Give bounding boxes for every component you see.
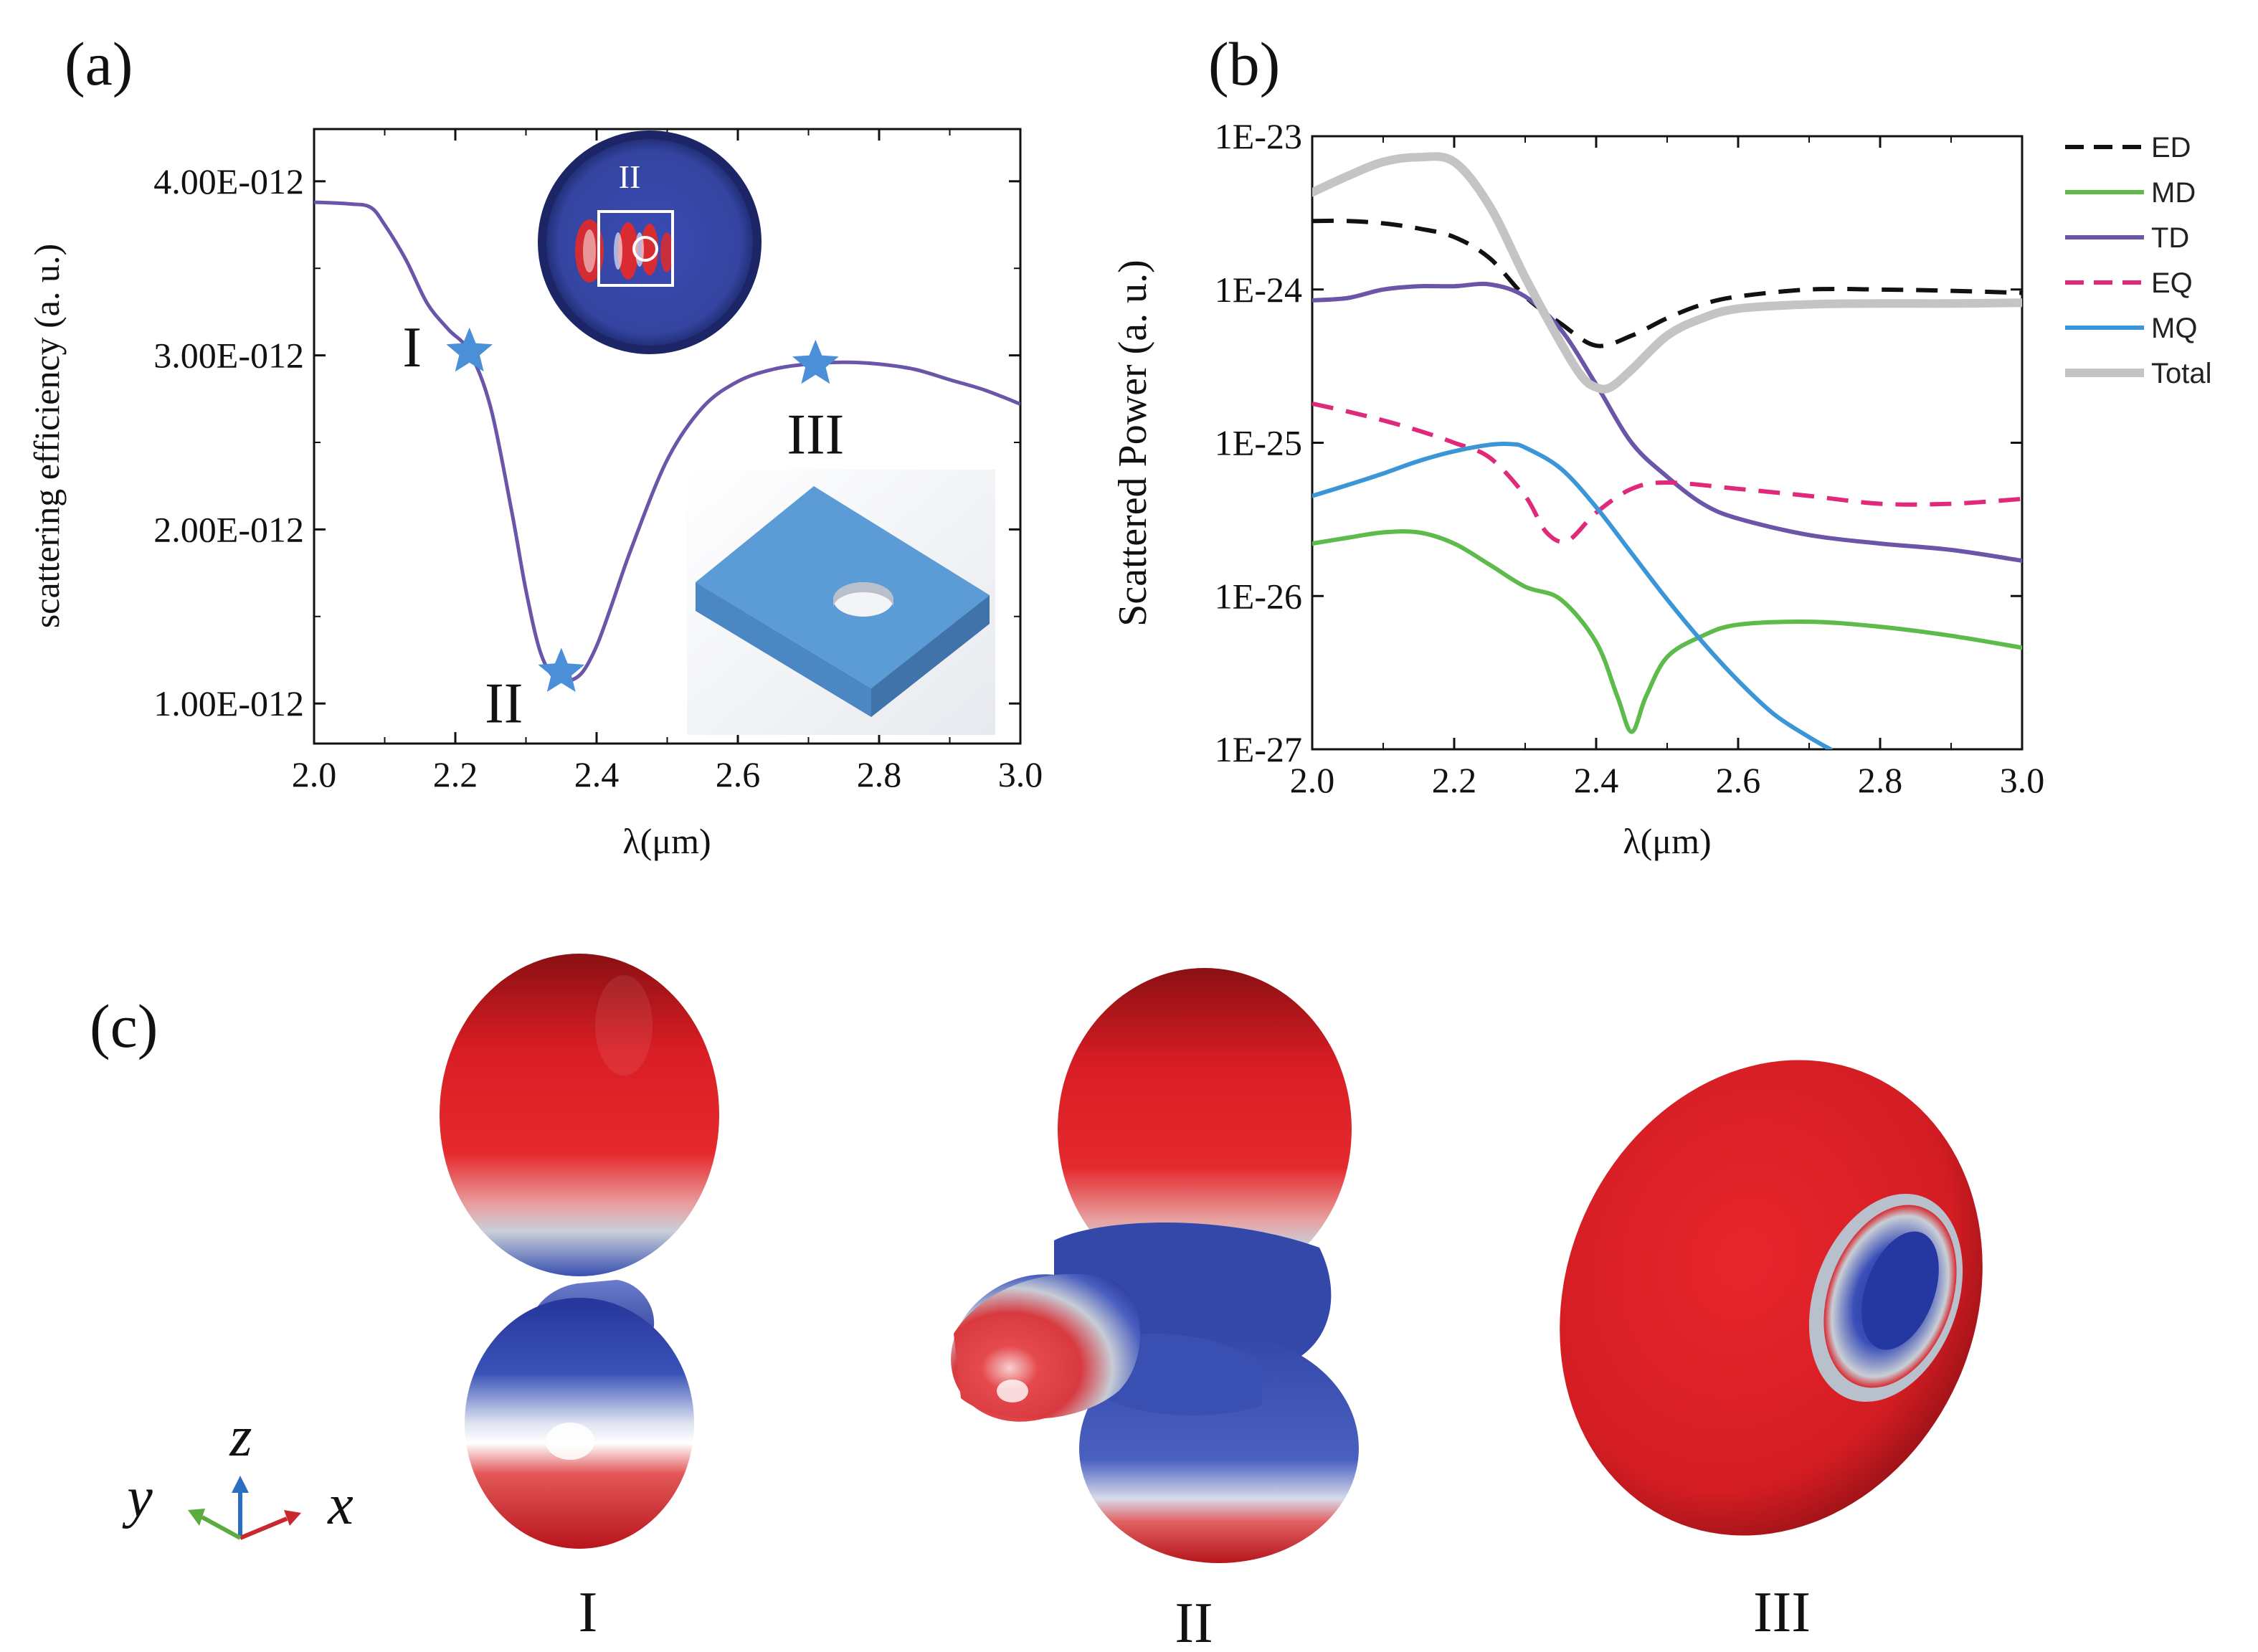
panel-c-letter: (c): [90, 992, 158, 1060]
marker-star-III: [792, 339, 839, 384]
b-xtick-label: 2.0: [1290, 760, 1335, 800]
radiation-pattern-I: [440, 954, 719, 1549]
series-eq: [1312, 401, 2022, 544]
a-xtick-label: 3.0: [998, 754, 1043, 794]
marker-label-III: III: [787, 404, 844, 467]
panel-c: (c): [90, 954, 1983, 1652]
inset-slab: [687, 470, 995, 735]
pattern-I-upper-lobe: [440, 954, 719, 1276]
inset-hotspots: [575, 219, 673, 283]
panel-a-x-title: λ(μm): [622, 821, 711, 861]
b-ytick-label: 1E-26: [1215, 576, 1302, 616]
a-xtick-label: 2.4: [574, 754, 620, 794]
marker-label-II: II: [485, 672, 523, 735]
a-xtick-label: 2.0: [292, 754, 337, 794]
inset-label: II: [619, 158, 641, 195]
radiation-pattern-II: [951, 968, 1359, 1563]
panel-a-letter: (a): [65, 29, 133, 98]
pattern-I-lower-lobe: [465, 1298, 694, 1549]
a-xtick-label: 2.2: [433, 754, 478, 794]
pattern-III-torus: [1560, 1060, 1983, 1536]
panel-b-y-ticks: 1E-27 1E-26 1E-25 1E-24 1E-23: [1215, 116, 2022, 769]
slab-front-face: [696, 582, 871, 717]
inset-field-map: II: [538, 130, 762, 354]
b-xtick-label: 2.6: [1716, 760, 1761, 800]
panel-b: (b) 2.0 2.2 2.4 2.6 2.8 3.0 1E-271E-261E-251E…: [1111, 29, 2212, 861]
scattering-efficiency-curve: [314, 200, 1020, 683]
b-xtick-label: 2.4: [1574, 760, 1619, 800]
a-ytick-label: 4.00E-012: [153, 161, 304, 201]
series-ed: [1312, 218, 2022, 348]
a-ytick-label: 1.00E-012: [153, 683, 304, 723]
a-ytick-label: 2.00E-012: [153, 509, 304, 549]
inset-square-outline: [597, 210, 674, 287]
panel-a-y-title: scattering efficiency (a. u.): [27, 244, 67, 628]
a-ytick-label: 3.00E-012: [153, 336, 304, 376]
legend-label-ed: ED: [2151, 132, 2191, 163]
x-axis-label: x: [327, 1473, 354, 1537]
panel-b-legend: ED MD TD EQ MQ Total: [2065, 132, 2212, 389]
panel-a: (a) 2.0 2.2 2.4 2.6 2.8 3.0 1.00E-012 2.00E-01…: [27, 29, 1043, 861]
b-ytick-label: 1E-24: [1215, 270, 1302, 310]
b-ytick-label: 1E-23: [1215, 116, 1302, 156]
label-II: II: [1175, 1592, 1213, 1652]
label-III: III: [1753, 1581, 1811, 1644]
series-md: [1312, 529, 2022, 734]
label-I: I: [579, 1581, 598, 1644]
panel-b-series: [1312, 152, 2022, 749]
axes-triad: z y x: [122, 1405, 354, 1540]
a-xtick-label: 2.8: [857, 754, 902, 794]
b-xtick-label: 2.2: [1432, 760, 1477, 800]
b-ytick-label: 1E-25: [1215, 423, 1302, 463]
series-total: [1312, 152, 2022, 394]
x-axis-arrow: [239, 1516, 288, 1540]
marker-star-II: [538, 647, 585, 692]
slab-side-face: [871, 595, 990, 717]
legend-label-mq: MQ: [2151, 313, 2197, 344]
marker-star-I: [446, 327, 493, 372]
y-axis-label: y: [122, 1466, 153, 1529]
a-xtick-label: 2.6: [716, 754, 761, 794]
marker-label-I: I: [402, 316, 422, 379]
pattern-II-upper-lobe: [1058, 968, 1352, 1291]
radiation-pattern-III: [1560, 1060, 1983, 1536]
legend-label-total: Total: [2151, 358, 2212, 389]
panel-a-y-ticks: 1.00E-012 2.00E-012 3.00E-012 4.00E-012: [153, 161, 1020, 723]
b-xtick-label: 3.0: [2000, 760, 2045, 800]
z-axis-label: z: [229, 1405, 252, 1468]
panel-b-y-title: Scattered Power (a. u.): [1111, 260, 1155, 627]
panel-a-x-ticks: 2.0 2.2 2.4 2.6 2.8 3.0: [292, 129, 1043, 794]
b-xtick-label: 2.8: [1858, 760, 1903, 800]
series-td: [1312, 281, 2022, 563]
inset-hole-outline: [632, 236, 658, 262]
panel-b-letter: (b): [1208, 29, 1280, 98]
legend-label-td: TD: [2151, 222, 2189, 254]
legend-label-eq: EQ: [2151, 267, 2193, 299]
series-mq: [1312, 441, 1833, 749]
legend-label-md: MD: [2151, 177, 2196, 209]
panel-b-x-ticks: 2.0 2.2 2.4 2.6 2.8 3.0: [1290, 136, 2045, 800]
panel-b-x-title: λ(μm): [1623, 821, 1711, 861]
y-axis-arrow: [201, 1515, 242, 1540]
b-ytick-label: 1E-27: [1215, 729, 1302, 769]
